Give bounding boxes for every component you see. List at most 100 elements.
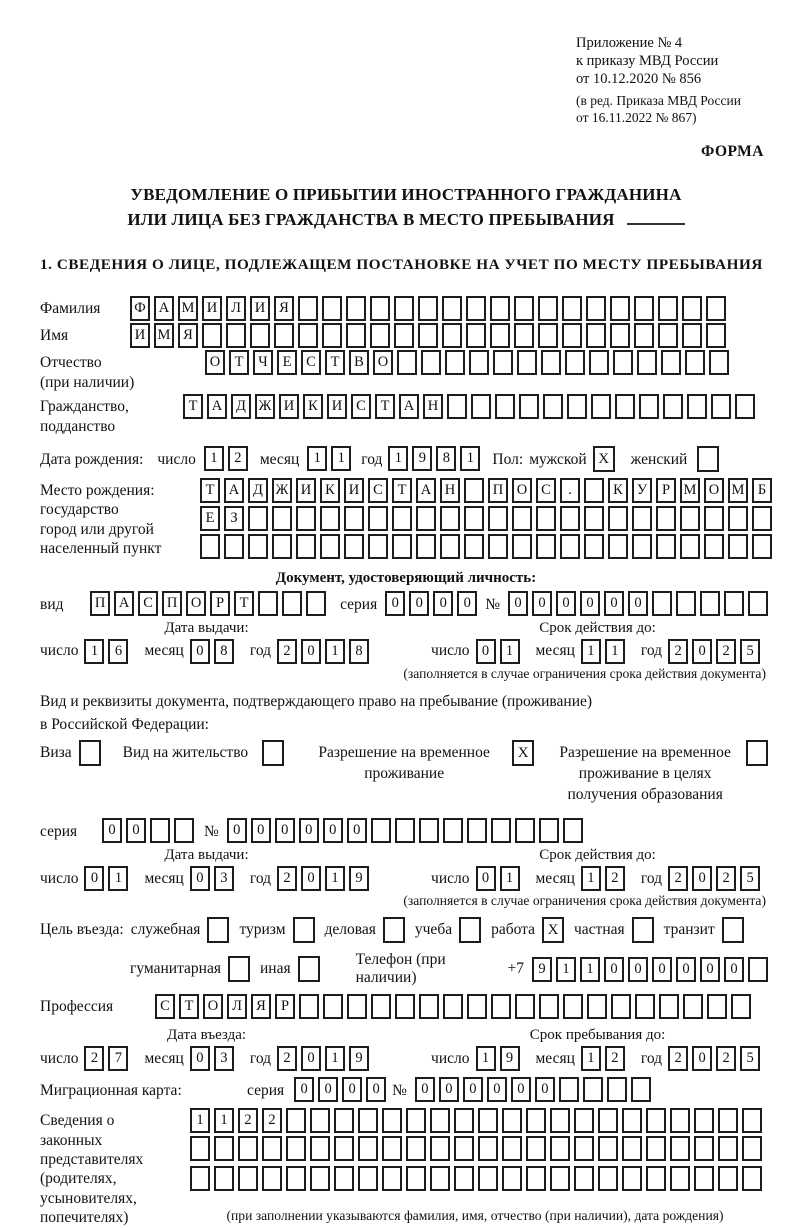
char-cell[interactable]: [150, 818, 170, 844]
char-cell[interactable]: [430, 1108, 450, 1134]
char-cell[interactable]: [622, 1136, 642, 1162]
char-cell[interactable]: 0: [462, 1077, 483, 1103]
char-cell[interactable]: [430, 1166, 450, 1192]
char-cell[interactable]: [190, 1136, 210, 1162]
char-cell[interactable]: 3: [213, 866, 234, 892]
char-cell[interactable]: 2: [277, 866, 298, 892]
char-cell[interactable]: Л: [226, 296, 246, 322]
char-cell[interactable]: [685, 350, 705, 376]
char-cell[interactable]: [358, 1108, 378, 1134]
char-cell[interactable]: 3: [213, 1046, 234, 1072]
char-cell[interactable]: Л: [227, 994, 247, 1020]
char-cell[interactable]: 8: [349, 638, 370, 664]
char-cell[interactable]: 7: [108, 1046, 129, 1072]
char-cell[interactable]: [502, 1136, 522, 1162]
char-cell[interactable]: 1: [214, 1108, 234, 1134]
char-cell[interactable]: [262, 1166, 282, 1192]
char-cell[interactable]: [406, 1166, 426, 1192]
char-cell[interactable]: 5: [740, 638, 761, 664]
char-cell[interactable]: [687, 394, 707, 420]
char-cell[interactable]: З: [224, 505, 244, 531]
char-cell[interactable]: У: [632, 477, 652, 503]
char-cell[interactable]: 0: [724, 956, 744, 982]
char-cell[interactable]: [286, 1136, 306, 1162]
char-cell[interactable]: Д: [248, 477, 268, 503]
char-cell[interactable]: 2: [227, 446, 248, 472]
char-cell[interactable]: [238, 1136, 258, 1162]
char-cell[interactable]: 1: [325, 1046, 346, 1072]
char-cell[interactable]: [519, 394, 539, 420]
char-cell[interactable]: [658, 296, 678, 322]
char-cell[interactable]: [517, 350, 537, 376]
char-cell[interactable]: [334, 1108, 354, 1134]
char-cell[interactable]: [560, 533, 580, 559]
char-cell[interactable]: [190, 1166, 210, 1192]
char-cell[interactable]: 1: [325, 638, 346, 664]
char-cell[interactable]: [589, 350, 609, 376]
char-cell[interactable]: [550, 1166, 570, 1192]
char-cell[interactable]: [394, 818, 415, 844]
char-cell[interactable]: [346, 323, 366, 349]
char-cell[interactable]: О: [704, 477, 724, 503]
char-cell[interactable]: [447, 394, 467, 420]
char-cell[interactable]: О: [373, 350, 393, 376]
char-cell[interactable]: И: [344, 477, 364, 503]
char-cell[interactable]: [224, 533, 244, 559]
visa-checkbox[interactable]: [78, 740, 101, 767]
char-cell[interactable]: [658, 323, 678, 349]
char-cell[interactable]: [286, 1166, 306, 1192]
legal-line2-input[interactable]: [190, 1136, 766, 1162]
char-cell[interactable]: [682, 323, 702, 349]
char-cell[interactable]: [550, 1136, 570, 1162]
char-cell[interactable]: [310, 1108, 330, 1134]
char-cell[interactable]: 2: [277, 1046, 298, 1072]
char-cell[interactable]: [562, 323, 582, 349]
char-cell[interactable]: [731, 994, 751, 1020]
char-cell[interactable]: [466, 323, 486, 349]
char-cell[interactable]: [238, 1166, 258, 1192]
char-cell[interactable]: [683, 994, 703, 1020]
char-cell[interactable]: Т: [234, 590, 255, 616]
char-cell[interactable]: П: [162, 590, 183, 616]
char-cell[interactable]: [587, 994, 607, 1020]
char-cell[interactable]: [274, 323, 294, 349]
char-cell[interactable]: [334, 1136, 354, 1162]
char-cell[interactable]: [670, 1136, 690, 1162]
char-cell[interactable]: [392, 533, 412, 559]
char-cell[interactable]: [443, 994, 463, 1020]
char-cell[interactable]: И: [202, 296, 222, 322]
char-cell[interactable]: [488, 533, 508, 559]
char-cell[interactable]: [659, 994, 679, 1020]
char-cell[interactable]: [488, 505, 508, 531]
char-cell[interactable]: [320, 533, 340, 559]
char-cell[interactable]: [471, 394, 491, 420]
char-cell[interactable]: 0: [189, 638, 210, 664]
char-cell[interactable]: [370, 296, 390, 322]
char-cell[interactable]: [454, 1136, 474, 1162]
char-cell[interactable]: Ж: [272, 477, 292, 503]
char-cell[interactable]: 0: [580, 590, 600, 616]
char-cell[interactable]: [724, 590, 744, 616]
char-cell[interactable]: [615, 394, 635, 420]
char-cell[interactable]: 5: [740, 866, 761, 892]
char-cell[interactable]: 0: [342, 1077, 363, 1103]
char-cell[interactable]: [706, 323, 726, 349]
char-cell[interactable]: [394, 323, 414, 349]
purpose-humanitarian-checkbox[interactable]: [227, 956, 250, 983]
char-cell[interactable]: [368, 505, 388, 531]
char-cell[interactable]: 2: [604, 866, 625, 892]
char-cell[interactable]: 2: [668, 638, 689, 664]
char-cell[interactable]: 8: [436, 446, 457, 472]
char-cell[interactable]: [478, 1166, 498, 1192]
char-cell[interactable]: [250, 323, 270, 349]
char-cell[interactable]: [296, 533, 316, 559]
char-cell[interactable]: Т: [229, 350, 249, 376]
char-cell[interactable]: С: [368, 477, 388, 503]
char-cell[interactable]: 2: [716, 1046, 737, 1072]
